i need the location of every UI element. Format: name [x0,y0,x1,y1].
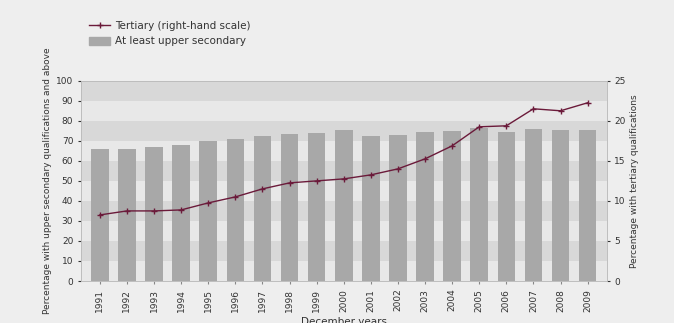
Bar [308,133,326,281]
Bar [91,149,109,281]
Bar [226,139,244,281]
Bar [81,201,607,221]
Bar [81,81,607,101]
Bar [81,261,607,281]
Bar [145,147,163,281]
Bar [389,135,406,281]
Bar [253,136,271,281]
Bar [281,134,299,281]
Bar [524,129,543,281]
Bar [443,131,461,281]
Bar [335,130,353,281]
Bar [552,130,570,281]
Bar [81,181,607,201]
Bar [81,121,607,141]
Bar [200,141,217,281]
Bar [81,101,607,121]
X-axis label: December years: December years [301,317,387,323]
Bar [81,161,607,181]
Bar [173,145,190,281]
Legend: Tertiary (right-hand scale), At least upper secondary: Tertiary (right-hand scale), At least up… [86,18,254,50]
Bar [362,136,379,281]
Bar [81,221,607,241]
Bar [81,141,607,161]
Bar [470,128,488,281]
Y-axis label: Percentage with tertiary qualifications: Percentage with tertiary qualifications [630,94,639,268]
Bar [118,149,135,281]
Y-axis label: Percentage with upper secondary qualifications and above: Percentage with upper secondary qualific… [43,47,52,314]
Bar [81,241,607,261]
Bar [497,132,515,281]
Bar [417,132,434,281]
Bar [579,130,596,281]
